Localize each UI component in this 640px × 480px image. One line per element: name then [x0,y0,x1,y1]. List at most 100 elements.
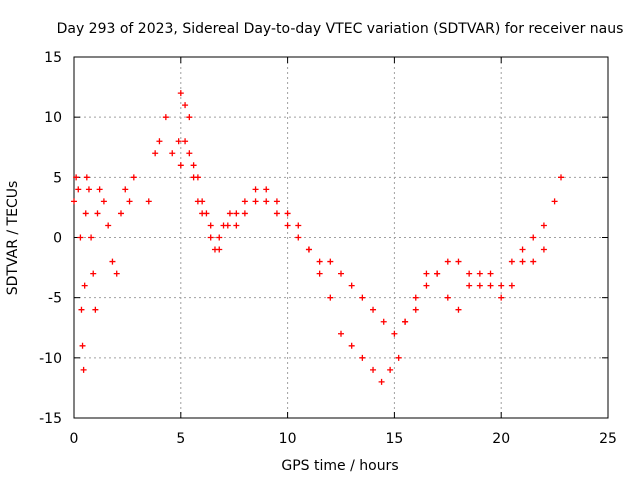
data-point [182,138,189,145]
data-point [498,294,505,301]
data-point [252,186,259,193]
y-tick-label: 5 [53,170,62,186]
data-layer [71,90,565,385]
data-point [327,258,334,265]
x-tick-label: 20 [492,431,510,447]
y-tick-label: -15 [39,411,62,427]
data-point [466,270,473,277]
data-point [540,246,547,253]
data-point [122,186,129,193]
data-point [82,210,89,217]
data-point [273,198,280,205]
y-tick-label: 15 [44,50,62,66]
data-point [85,186,92,193]
data-point [476,270,483,277]
series-track-b [105,174,137,277]
data-point [370,366,377,373]
data-point [348,282,355,289]
data-point [444,294,451,301]
data-point [551,198,558,205]
x-tick-label: 15 [385,431,403,447]
data-point [327,294,334,301]
data-point [216,246,223,253]
data-point [81,282,88,289]
data-point [216,234,223,241]
data-point [207,222,214,229]
tick-layer: 0 5 10 15 20 25 -15 -10 -5 0 5 10 15 [39,50,617,447]
data-point [90,270,97,277]
data-point [77,234,84,241]
data-point [519,258,526,265]
data-point [395,354,402,361]
data-point [540,222,547,229]
data-point [316,258,323,265]
data-point [412,306,419,313]
y-tick-label: -10 [39,351,62,367]
x-tick-label: 10 [279,431,297,447]
data-point [105,222,112,229]
data-point [423,270,430,277]
x-tick-label: 0 [70,431,79,447]
data-point [169,150,176,157]
data-point [186,114,193,121]
data-point [233,210,240,217]
data-point [412,294,419,301]
data-point [359,354,366,361]
data-point [284,222,291,229]
data-point [402,318,409,325]
data-point [88,234,95,241]
data-point [305,246,312,253]
data-point [113,270,120,277]
data-point [530,234,537,241]
data-point [79,342,86,349]
data-point [466,282,473,289]
data-point [370,306,377,313]
series-track-a [71,174,107,373]
data-point [455,258,462,265]
data-point [199,210,206,217]
data-point [348,342,355,349]
series-track-c [145,90,565,385]
data-point [226,210,233,217]
data-point [434,270,441,277]
data-point [316,270,323,277]
data-point [152,150,159,157]
data-point [487,282,494,289]
data-point [175,138,182,145]
data-point [444,258,451,265]
data-point [273,210,280,217]
data-point [126,198,133,205]
data-point [508,258,515,265]
x-tick-label: 5 [176,431,185,447]
data-point [498,282,505,289]
data-point [241,210,248,217]
data-point [378,378,385,385]
data-point [177,162,184,169]
data-point [476,282,483,289]
x-axis-label: GPS time / hours [281,458,398,474]
data-point [359,294,366,301]
data-point [387,366,394,373]
data-point [530,258,537,265]
y-tick-label: 10 [44,110,62,126]
data-point [130,174,137,181]
data-point [78,306,85,313]
data-point [263,186,270,193]
data-point [190,162,197,169]
data-point [338,330,344,337]
data-point [338,270,344,277]
data-point [233,222,240,229]
data-point [96,186,103,193]
data-point [71,198,77,205]
y-tick-label: -5 [48,291,62,307]
y-tick-label: 0 [53,231,62,247]
data-point [423,282,430,289]
data-point [75,186,82,193]
data-point [83,174,90,181]
data-point [455,306,462,313]
data-point [391,330,398,337]
data-point [186,150,193,157]
data-point [263,198,270,205]
data-point [156,138,163,145]
